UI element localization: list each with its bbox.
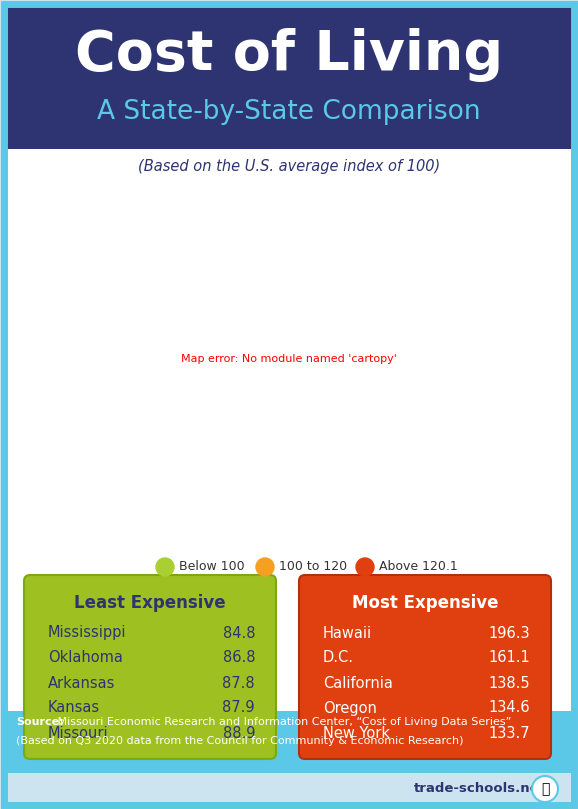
Text: Below 100: Below 100 (179, 561, 244, 574)
Text: 138.5: 138.5 (488, 676, 530, 691)
Text: Kansas: Kansas (48, 701, 100, 715)
Text: (Based on the U.S. average index of 100): (Based on the U.S. average index of 100) (138, 159, 440, 173)
Circle shape (256, 558, 274, 576)
Text: 133.7: 133.7 (488, 726, 530, 740)
Text: 87.8: 87.8 (223, 676, 255, 691)
Text: Arkansas: Arkansas (48, 676, 116, 691)
Text: (Based on Q3 2020 data from the Council for Community & Economic Research): (Based on Q3 2020 data from the Council … (16, 736, 464, 746)
FancyBboxPatch shape (24, 575, 276, 759)
Text: 84.8: 84.8 (223, 625, 255, 641)
Text: 161.1: 161.1 (488, 650, 530, 666)
Text: Cost of Living: Cost of Living (75, 28, 503, 82)
Text: 86.8: 86.8 (223, 650, 255, 666)
Text: A State-by-State Comparison: A State-by-State Comparison (97, 99, 481, 125)
Text: D.C.: D.C. (323, 650, 354, 666)
Text: New York: New York (323, 726, 390, 740)
FancyBboxPatch shape (299, 575, 551, 759)
Text: Oregon: Oregon (323, 701, 377, 715)
Text: trade-schools.net: trade-schools.net (414, 782, 546, 795)
Text: Missouri Economic Research and Information Center, “Cost of Living Data Series”: Missouri Economic Research and Informati… (54, 717, 512, 727)
Text: Hawaii: Hawaii (323, 625, 372, 641)
Circle shape (356, 558, 374, 576)
Text: Most Expensive: Most Expensive (352, 594, 498, 612)
Bar (4, 149, 574, 711)
Text: Source:: Source: (16, 717, 64, 727)
Bar (4, 711, 574, 773)
Text: 87.9: 87.9 (223, 701, 255, 715)
Text: Least Expensive: Least Expensive (74, 594, 226, 612)
Text: 134.6: 134.6 (488, 701, 530, 715)
Text: Map error: No module named 'cartopy': Map error: No module named 'cartopy' (181, 354, 397, 364)
Bar (4, 4, 574, 149)
Text: Above 120.1: Above 120.1 (379, 561, 458, 574)
Text: Oklahoma: Oklahoma (48, 650, 123, 666)
Text: Mississippi: Mississippi (48, 625, 127, 641)
Text: 196.3: 196.3 (488, 625, 530, 641)
Text: 88.9: 88.9 (223, 726, 255, 740)
Text: California: California (323, 676, 393, 691)
Text: 100 to 120: 100 to 120 (279, 561, 347, 574)
Text: 🎓: 🎓 (541, 782, 549, 796)
Circle shape (532, 776, 558, 802)
Circle shape (156, 558, 174, 576)
Text: Missouri: Missouri (48, 726, 109, 740)
